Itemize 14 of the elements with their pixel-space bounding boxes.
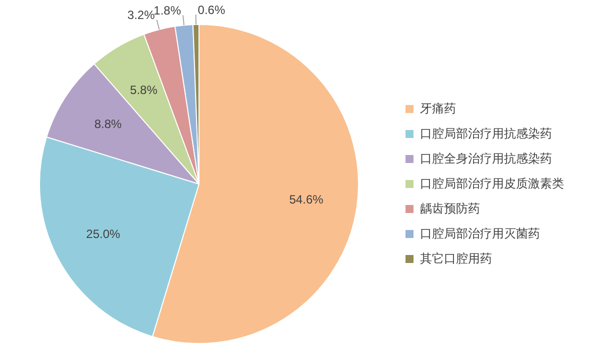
legend-label: 其它口腔用药 [420,251,492,266]
legend-label: 口腔局部治疗用灭菌药 [420,226,540,240]
legend-label: 口腔局部治疗用抗感染药 [420,126,552,140]
legend-label: 口腔局部治疗用皮质激素类 [420,176,564,190]
data-label: 1.8% [154,4,182,18]
legend-label: 龋齿预防药 [420,201,480,216]
data-label: 5.8% [130,83,158,98]
legend-label: 牙痛药 [420,101,456,116]
data-label: 0.6% [198,2,226,17]
data-label: 8.8% [94,117,122,132]
data-label: 3.2% [127,8,156,22]
data-label: 54.6% [289,192,324,206]
legend-label: 口腔全身治疗用抗感染药 [420,151,552,166]
data-label: 25.0% [86,227,121,242]
